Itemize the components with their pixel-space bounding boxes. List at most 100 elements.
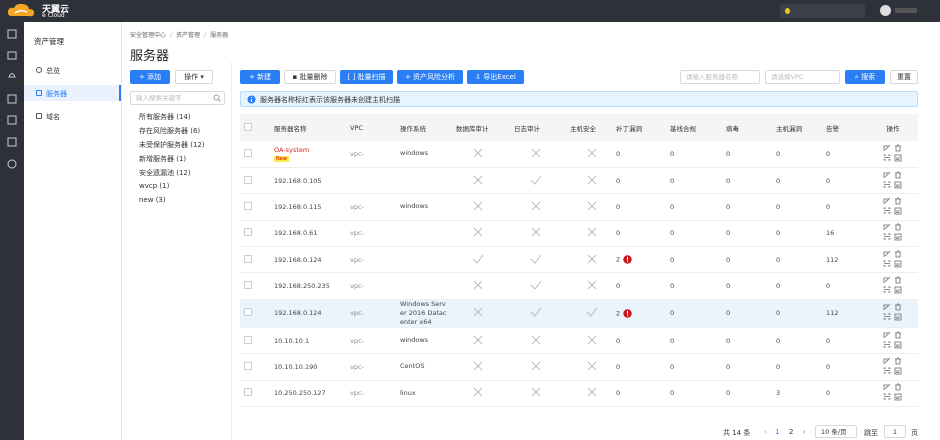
scan-icon[interactable] <box>883 154 891 161</box>
report-icon[interactable] <box>894 367 902 375</box>
delete-icon[interactable] <box>895 383 901 391</box>
server-name[interactable]: 192.168.0.124 <box>274 309 322 318</box>
checkbox[interactable] <box>244 201 252 210</box>
delete-icon[interactable] <box>895 357 901 365</box>
table-row[interactable]: 192.168.0.124 vpc- 2 0 0 0 112 <box>240 246 918 274</box>
group-item[interactable]: wvcp (1) <box>139 182 170 190</box>
batch-delete-button[interactable]: ▪ 批量删除 <box>284 70 336 84</box>
scan-icon[interactable] <box>883 181 891 187</box>
server-name[interactable]: 192.168.250.235 <box>274 282 330 291</box>
edit-icon[interactable] <box>883 171 891 178</box>
server-name[interactable]: OA-system <box>274 145 310 154</box>
reset-button[interactable]: 重置 <box>890 70 918 84</box>
checkbox[interactable] <box>244 148 252 157</box>
group-ops-button[interactable]: 操作 ▾ <box>175 70 213 84</box>
breadcrumb-item[interactable]: 安全管理中心 <box>130 32 167 39</box>
next-page[interactable]: › <box>803 428 806 436</box>
group-search[interactable]: 输入搜索关键字 <box>130 91 225 105</box>
table-row[interactable]: 192.168.250.235 vpc- 0 0 0 0 0 <box>240 272 918 300</box>
report-icon[interactable] <box>894 154 902 162</box>
server-name[interactable]: 192.168.0.124 <box>274 255 322 264</box>
scan-icon[interactable] <box>883 260 891 267</box>
vpc-select[interactable]: 请选择VPC <box>765 70 840 84</box>
table-row[interactable]: 192.168.0.105 0 0 0 0 0 <box>240 167 918 195</box>
group-item[interactable]: new (3) <box>139 196 166 204</box>
edit-icon[interactable] <box>883 357 891 364</box>
checkbox[interactable] <box>244 308 252 317</box>
delete-icon[interactable] <box>895 250 901 258</box>
delete-icon[interactable] <box>895 331 901 338</box>
breadcrumb-item[interactable]: 资产管理 <box>176 32 201 39</box>
group-item[interactable]: 存在风险服务器 (6) <box>139 127 201 135</box>
batch-scan-button[interactable]: [ ] 批量扫描 <box>340 70 393 84</box>
edit-icon[interactable] <box>883 197 891 204</box>
table-row[interactable]: 192.168.0.115 vpc-windows 0 0 0 0 0 <box>240 193 918 221</box>
search-button[interactable]: ⌕ 搜索 <box>845 70 885 84</box>
report-icon[interactable] <box>894 286 902 294</box>
server-name[interactable]: 192.168.0.115 <box>274 202 322 211</box>
checkbox[interactable] <box>244 281 252 290</box>
report-icon[interactable] <box>894 341 902 348</box>
export-button[interactable]: ⇩ 导出Excel <box>467 70 524 84</box>
table-row[interactable]: OA-system New vpc-windows 0 0 0 0 0 <box>240 141 918 168</box>
edit-icon[interactable] <box>883 144 891 151</box>
sidebar-item[interactable]: 域名 <box>24 108 121 124</box>
scan-icon[interactable] <box>883 207 891 214</box>
sidebar-item[interactable]: 服务器 <box>24 85 121 101</box>
scan-icon[interactable] <box>883 341 891 347</box>
scan-icon[interactable] <box>883 313 891 320</box>
group-item[interactable]: 所有服务器 (14) <box>139 113 191 121</box>
server-name[interactable]: 192.168.0.61 <box>274 229 318 238</box>
prev-page[interactable]: ‹ <box>764 428 767 436</box>
checkbox[interactable] <box>244 335 252 344</box>
scan-icon[interactable] <box>883 367 891 374</box>
server-name[interactable]: 10.10.10.190 <box>274 362 318 371</box>
group-item[interactable]: 新增服务器 (1) <box>139 155 187 163</box>
scan-icon[interactable] <box>883 286 891 293</box>
checkbox[interactable] <box>244 388 252 397</box>
server-name[interactable]: 10.250.250.127 <box>274 389 326 398</box>
sidebar-item[interactable]: 总览 <box>24 62 121 78</box>
table-row[interactable]: 192.168.0.61 vpc- 0 0 0 0 16 <box>240 220 918 248</box>
report-icon[interactable] <box>894 207 902 215</box>
page-number[interactable]: 1 <box>775 428 780 436</box>
table-row[interactable]: 10.10.10.190 vpc- CentOS 0 0 0 0 0 <box>240 353 918 381</box>
delete-icon[interactable] <box>895 223 901 231</box>
new-button[interactable]: + 新建 <box>240 70 280 84</box>
scan-icon[interactable] <box>883 233 891 240</box>
server-name[interactable]: 10.10.10.1 <box>274 336 310 345</box>
report-icon[interactable] <box>894 313 902 321</box>
name-input[interactable]: 请输入服务器名称 <box>680 70 760 84</box>
report-icon[interactable] <box>894 181 902 188</box>
server-name[interactable]: 192.168.0.105 <box>274 176 322 185</box>
checkbox[interactable] <box>244 361 252 370</box>
avatar[interactable] <box>880 5 891 16</box>
jump-input[interactable]: 1 <box>884 425 906 438</box>
group-item[interactable]: 未受保护服务器 (12) <box>139 141 205 149</box>
delete-icon[interactable] <box>895 171 901 178</box>
edit-icon[interactable] <box>883 331 891 338</box>
page-number[interactable]: 2 <box>789 428 794 436</box>
delete-icon[interactable] <box>895 144 901 152</box>
edit-icon[interactable] <box>883 384 891 391</box>
page-size-select[interactable]: 10 条/页 <box>815 425 857 438</box>
delete-icon[interactable] <box>895 276 901 284</box>
edit-icon[interactable] <box>883 304 891 311</box>
checkbox[interactable] <box>244 228 252 237</box>
region-select[interactable] <box>780 4 865 18</box>
edit-icon[interactable] <box>883 276 891 284</box>
table-row[interactable]: 192.168.0.124 vpc- Windows Server 2016 Dat… <box>240 299 918 328</box>
checkbox[interactable] <box>244 254 252 263</box>
table-row[interactable]: 10.250.250.127 vpc-linux 0 0 0 3 0 <box>240 380 918 408</box>
scan-icon[interactable] <box>883 393 891 400</box>
checkbox[interactable] <box>244 122 252 131</box>
report-icon[interactable] <box>894 233 902 241</box>
add-group-button[interactable]: + 添加 <box>130 70 170 84</box>
edit-icon[interactable] <box>883 250 891 257</box>
table-row[interactable]: 10.10.10.1 vpc-windows 0 0 0 0 0 <box>240 327 918 355</box>
delete-icon[interactable] <box>895 197 901 205</box>
checkbox[interactable] <box>244 175 252 184</box>
group-item[interactable]: 安全遗漏池 (12) <box>139 169 191 177</box>
edit-icon[interactable] <box>883 224 891 231</box>
delete-icon[interactable] <box>895 303 901 311</box>
